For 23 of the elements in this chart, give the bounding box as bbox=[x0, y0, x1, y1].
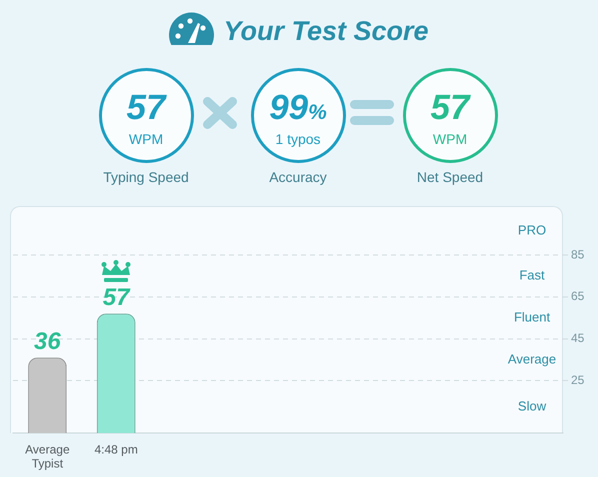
data-label: 36 bbox=[34, 328, 62, 356]
x-tick-label: 4:48 pm bbox=[94, 442, 138, 456]
data-label: 57 bbox=[102, 284, 132, 312]
text: Net Speed bbox=[416, 168, 484, 186]
annotation: Fast bbox=[519, 267, 546, 282]
x-tick-label: Average Typist bbox=[25, 442, 70, 470]
y-tick-label: 65 bbox=[571, 289, 585, 304]
annotation: Slow bbox=[518, 398, 547, 414]
text: 57 bbox=[126, 87, 168, 129]
annotation: Average bbox=[508, 351, 556, 366]
text: WPM bbox=[128, 130, 164, 148]
text: 1 typos bbox=[274, 130, 322, 148]
text: WPM bbox=[432, 130, 468, 148]
y-tick-label: 45 bbox=[571, 331, 585, 346]
text: 99% bbox=[269, 88, 327, 127]
y-tick-label: 25 bbox=[571, 372, 585, 387]
y-tick-label: 85 bbox=[571, 247, 585, 262]
text: 57 bbox=[430, 87, 472, 129]
text: Typing Speed bbox=[102, 168, 190, 186]
text: Accuracy bbox=[268, 168, 328, 186]
text: Your Test Score bbox=[223, 15, 429, 48]
annotation: Fluent bbox=[514, 309, 550, 324]
annotation: PRO bbox=[518, 222, 546, 238]
